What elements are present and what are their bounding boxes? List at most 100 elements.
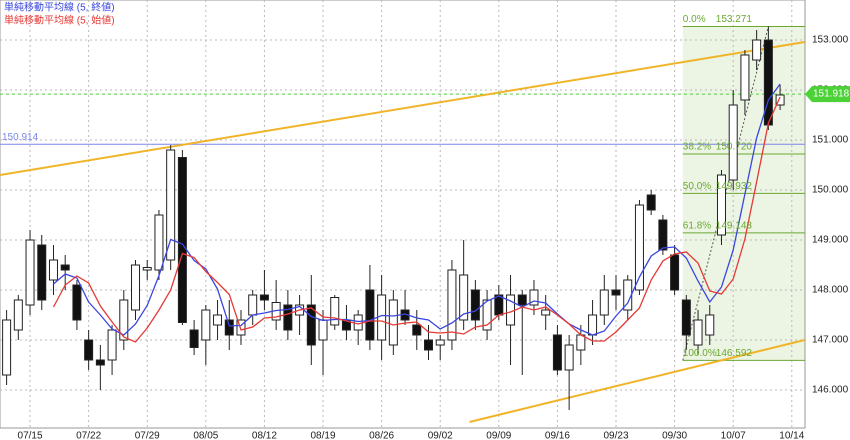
x-tick-label: 09/09 bbox=[486, 431, 511, 440]
candle-body bbox=[599, 289, 609, 316]
legend-entry: 単純移動平均線 (5, 終値) bbox=[4, 1, 115, 14]
y-tick-label: 149.000 bbox=[812, 235, 849, 246]
candle-body bbox=[72, 284, 82, 321]
candle-body bbox=[658, 219, 668, 251]
y-tick-label: 153.000 bbox=[812, 35, 849, 46]
candle-body bbox=[763, 39, 773, 126]
candle-body bbox=[259, 294, 269, 301]
candle-body bbox=[470, 289, 480, 321]
candle-body bbox=[435, 339, 445, 346]
candle-body bbox=[236, 319, 246, 336]
candle-body bbox=[119, 299, 129, 341]
moving-average-line bbox=[53, 83, 781, 336]
candle-body bbox=[248, 294, 258, 316]
candle-body bbox=[517, 294, 527, 306]
fib-price: 149.932 bbox=[716, 181, 753, 192]
x-tick-label: 07/15 bbox=[18, 431, 43, 440]
candle-body bbox=[189, 329, 199, 348]
candle-body bbox=[107, 329, 117, 361]
candle-body bbox=[681, 299, 691, 336]
candle-body bbox=[13, 299, 23, 331]
candle-body bbox=[576, 334, 586, 351]
fib-ratio: 0.0% bbox=[683, 14, 706, 25]
mid-layer bbox=[0, 25, 805, 423]
x-tick-label: 09/23 bbox=[603, 431, 628, 440]
moving-average-line bbox=[52, 96, 781, 343]
candle-body bbox=[423, 339, 433, 351]
x-tick-label: 08/05 bbox=[193, 431, 218, 440]
candle-body bbox=[775, 94, 785, 106]
candle-body bbox=[213, 314, 223, 326]
candle-body bbox=[728, 104, 738, 181]
current-price-tag bbox=[805, 86, 850, 103]
candle-body bbox=[412, 324, 422, 336]
x-tick-label: 08/26 bbox=[369, 431, 394, 440]
y-tick-label: 148.000 bbox=[812, 285, 849, 296]
fib-ratio: 50.0% bbox=[683, 181, 711, 192]
candle-body bbox=[131, 264, 141, 311]
fib-ratio: 38.2% bbox=[683, 142, 711, 153]
y-tick-label: 147.000 bbox=[812, 335, 849, 346]
candle-body bbox=[541, 309, 551, 316]
y-tick-label: 151.000 bbox=[812, 135, 849, 146]
candle-body bbox=[306, 304, 316, 346]
candle-body bbox=[752, 39, 762, 61]
candle-body bbox=[634, 204, 644, 291]
candle-body bbox=[142, 267, 152, 271]
fib-price: 146.592 bbox=[716, 348, 753, 359]
fib-ratio: 100.0% bbox=[683, 348, 717, 359]
trendline bbox=[469, 339, 805, 423]
x-tick-label: 10/14 bbox=[779, 431, 804, 440]
reference-label: 150.914 bbox=[2, 132, 39, 143]
candle-body bbox=[37, 244, 47, 301]
candle-body bbox=[318, 319, 328, 341]
candle-body bbox=[377, 294, 387, 341]
x-tick-label: 09/02 bbox=[428, 431, 453, 440]
candle-body bbox=[529, 289, 539, 306]
candle-body bbox=[224, 319, 234, 336]
x-tick-label: 08/12 bbox=[252, 431, 277, 440]
candle-body bbox=[60, 264, 70, 271]
candle-body bbox=[25, 239, 35, 306]
x-tick-label: 08/19 bbox=[311, 431, 336, 440]
trendline bbox=[0, 41, 805, 176]
fib-ratio: 61.8% bbox=[683, 220, 711, 231]
y-tick-label: 146.000 bbox=[812, 385, 849, 396]
y-tick-label: 150.000 bbox=[812, 185, 849, 196]
x-tick-label: 07/29 bbox=[135, 431, 160, 440]
x-tick-label: 09/30 bbox=[662, 431, 687, 440]
candle-body bbox=[646, 194, 656, 211]
candle-body bbox=[201, 309, 211, 341]
fib-price: 149.143 bbox=[716, 220, 753, 231]
candle-body bbox=[84, 339, 94, 361]
candle-body bbox=[611, 289, 621, 296]
candle-body bbox=[459, 274, 469, 321]
current-price-label: 151.918 bbox=[813, 89, 850, 100]
candle-body bbox=[564, 344, 574, 371]
candle-body bbox=[482, 299, 492, 331]
candle-body bbox=[330, 297, 340, 326]
candle-body bbox=[166, 149, 176, 261]
x-tick-label: 07/22 bbox=[76, 431, 101, 440]
candle-body bbox=[95, 359, 105, 366]
candle-body bbox=[2, 319, 12, 376]
candle-body bbox=[716, 174, 726, 236]
candle-body bbox=[740, 54, 750, 101]
plot-frame bbox=[0, 0, 806, 429]
candle-body bbox=[48, 259, 58, 281]
x-tick-label: 10/07 bbox=[721, 431, 746, 440]
candle-body bbox=[588, 314, 598, 336]
candle-body bbox=[693, 319, 703, 346]
candle-body bbox=[177, 157, 187, 323]
legend-entry: 単純移動平均線 (5, 始値) bbox=[4, 14, 115, 27]
candle-body bbox=[705, 314, 715, 336]
fib-price: 150.720 bbox=[716, 142, 753, 153]
candle-body bbox=[353, 314, 363, 331]
candle-body bbox=[670, 254, 680, 291]
candle-body bbox=[494, 294, 504, 316]
candle-body bbox=[365, 289, 375, 341]
fib-price: 153.271 bbox=[716, 14, 753, 25]
candle-body bbox=[283, 304, 293, 331]
